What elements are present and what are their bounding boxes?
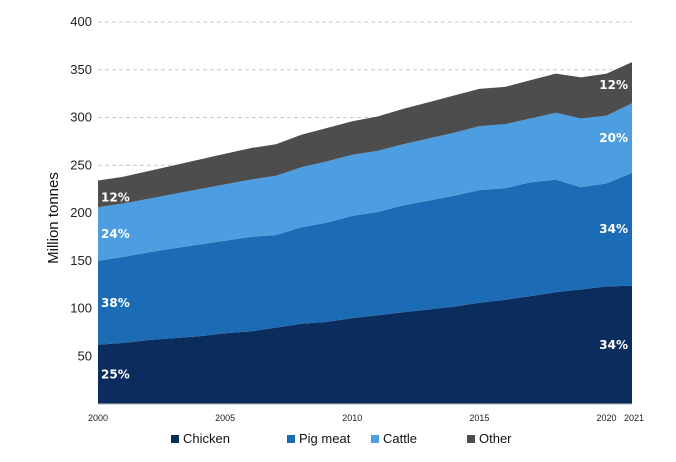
area-series — [98, 62, 632, 404]
pct-label-start: 38% — [101, 296, 130, 310]
legend-item-chicken: Chicken — [171, 431, 230, 446]
y-tick-label: 300 — [70, 110, 92, 125]
y-axis-ticks: 50 100 150 200 250 300 350 400 — [70, 14, 92, 363]
pct-label-start: 25% — [101, 367, 130, 381]
legend-swatch — [287, 434, 295, 443]
area-other — [98, 62, 632, 208]
legend-label: Pig meat — [299, 431, 351, 446]
legend: Chicken Pig meat Cattle Other — [0, 431, 676, 453]
y-tick-label: 400 — [70, 14, 92, 29]
legend-label: Chicken — [183, 431, 230, 446]
x-tick-label: 2010 — [342, 413, 362, 423]
pct-label-start: 12% — [101, 190, 130, 204]
area-chicken — [98, 285, 632, 404]
pct-label-end: 12% — [599, 78, 628, 92]
area-cattle — [98, 103, 632, 261]
y-tick-label: 250 — [70, 157, 92, 172]
pct-label-end: 20% — [599, 131, 628, 145]
percentage-labels: 25% 38% 24% 12% 34% 34% 20% 12% — [101, 78, 628, 381]
legend-swatch — [371, 434, 379, 443]
legend-item-cattle: Cattle — [371, 431, 417, 446]
x-tick-label: 2000 — [88, 413, 108, 423]
y-tick-label: 350 — [70, 62, 92, 77]
pct-label-end: 34% — [599, 338, 628, 352]
pct-label-end: 34% — [599, 222, 628, 236]
legend-swatch — [171, 434, 179, 443]
area-pig-meat — [98, 172, 632, 345]
x-tick-label: 2005 — [215, 413, 235, 423]
y-tick-label: 200 — [70, 205, 92, 220]
y-tick-label: 150 — [70, 253, 92, 268]
legend-label: Other — [479, 431, 512, 446]
x-tick-label: 2015 — [469, 413, 489, 423]
x-tick-label: 2021 — [624, 413, 644, 423]
y-axis-label: Million tonnes — [45, 172, 62, 264]
x-tick-label: 2020 — [597, 413, 617, 423]
legend-item-other: Other — [467, 431, 512, 446]
legend-swatch — [467, 434, 475, 443]
legend-item-pig-meat: Pig meat — [287, 431, 350, 446]
y-tick-label: 50 — [78, 348, 92, 363]
x-axis-ticks: 2000 2005 2010 2015 2020 2021 — [88, 413, 644, 423]
y-tick-label: 100 — [70, 301, 92, 316]
pct-label-start: 24% — [101, 227, 130, 241]
legend-label: Cattle — [383, 431, 417, 446]
